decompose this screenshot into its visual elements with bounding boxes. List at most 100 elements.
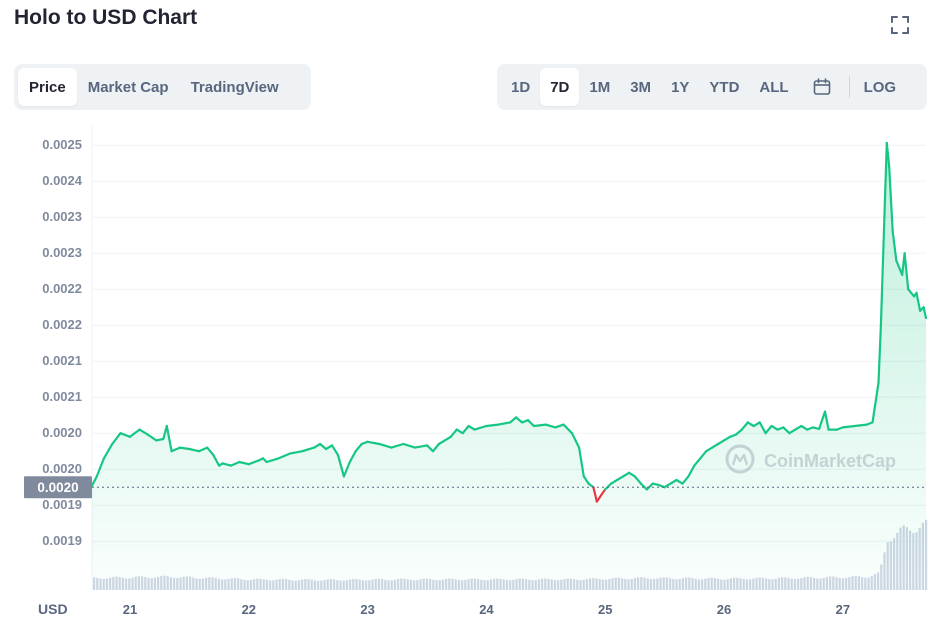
price-line-segment: [903, 252, 910, 291]
expand-icon[interactable]: [889, 14, 911, 36]
price-area-fill: [92, 143, 926, 590]
price-line-segment: [595, 493, 603, 503]
price-line-segment: [485, 423, 500, 428]
y-tick-label: 0.0024: [42, 173, 83, 188]
price-line-segment: [455, 428, 464, 435]
price-line-segment: [645, 482, 654, 491]
price-line-segment: [752, 421, 761, 428]
price-line-segment: [206, 446, 215, 456]
y-tick-label: 0.0023: [42, 209, 82, 224]
price-line-segment: [800, 424, 809, 431]
volume-bar: [925, 519, 928, 590]
page-title: Holo to USD Chart: [14, 6, 198, 29]
tab-price[interactable]: Price: [18, 68, 77, 106]
tab-market-cap[interactable]: Market Cap: [87, 78, 169, 96]
price-line-segment: [532, 423, 547, 428]
price-line-segment: [687, 464, 696, 478]
price-line-segment: [467, 424, 476, 431]
price-line-segment: [247, 459, 260, 466]
price-line-segment: [639, 482, 648, 491]
price-line-segment: [922, 306, 928, 320]
price-chart[interactable]: 0.0025 0.0024 0.0023 0.0023 0.0022 0.0022 0.00…: [0, 118, 935, 621]
price-line-segment: [716, 439, 726, 446]
price-line-segment: [366, 440, 381, 446]
x-tick-label: 26: [717, 602, 731, 617]
price-line-segment: [663, 482, 672, 489]
price-line-segment: [425, 444, 435, 453]
x-tick-label: 23: [360, 602, 374, 617]
price-line-segment: [764, 424, 773, 435]
price-line-segment: [627, 471, 637, 478]
price-line-segment: [146, 433, 158, 442]
price-line-segment: [188, 447, 200, 453]
price-line-segment: [711, 442, 720, 449]
price-line-segment: [348, 450, 357, 464]
price-line-segment: [313, 442, 322, 449]
price-line-segment: [705, 446, 714, 453]
price-line-segment: [165, 424, 173, 453]
price-line-segment: [342, 460, 351, 478]
y-tick-label: 0.0021: [42, 353, 82, 368]
x-tick-label: 25: [598, 602, 612, 617]
price-line-segment: [699, 450, 708, 460]
price-line-segment: [582, 475, 590, 485]
price-line-segment: [891, 230, 898, 262]
price-line-segment: [265, 457, 280, 464]
y-tick-label: 0.0023: [42, 245, 82, 260]
price-line-segment: [414, 444, 429, 449]
price-line-segment: [437, 439, 446, 446]
time-range-selector: 1D 7D 1M 3M 1Y YTD ALL LOG: [497, 64, 927, 110]
range-all-button[interactable]: ALL: [759, 78, 789, 96]
price-line-segment: [170, 446, 181, 453]
price-line-segment: [823, 410, 830, 431]
price-line-segment: [633, 475, 643, 485]
price-line-segment: [888, 165, 894, 233]
range-1d-button[interactable]: 1D: [511, 78, 531, 96]
price-line-segment: [449, 428, 458, 438]
price-line-segment: [788, 428, 797, 435]
price-line-segment: [722, 435, 732, 442]
price-line-segment: [693, 457, 702, 467]
price-line-segment: [675, 478, 684, 485]
price-line-segment: [562, 423, 574, 435]
price-line-segment: [102, 442, 114, 460]
x-tick-label: 24: [479, 602, 494, 617]
price-line-segment: [155, 437, 165, 442]
price-line-segment: [895, 259, 904, 276]
price-line-segment: [544, 423, 557, 429]
range-1y-button[interactable]: 1Y: [671, 78, 690, 96]
tab-tradingview[interactable]: TradingView: [190, 78, 279, 96]
price-line-segment: [877, 324, 883, 384]
price-line-segment: [879, 216, 886, 327]
price-line-segment: [746, 421, 755, 428]
range-1m-button[interactable]: 1M: [589, 78, 611, 96]
price-line-segment: [221, 462, 233, 467]
price-line-segment: [592, 486, 599, 503]
price-line-segment: [378, 442, 393, 449]
price-line-segment: [330, 444, 339, 456]
price-line-segment: [734, 428, 744, 436]
price-line-segment: [301, 446, 316, 453]
price-line-segment: [289, 450, 304, 455]
range-7d-button[interactable]: 7D: [540, 68, 580, 106]
price-line-segment: [319, 442, 328, 451]
calendar-icon[interactable]: [799, 68, 845, 106]
range-ytd-button[interactable]: YTD: [709, 78, 740, 96]
baseline-badge: [24, 476, 92, 499]
currency-label: USD: [38, 601, 68, 617]
range-3m-button[interactable]: 3M: [630, 78, 652, 96]
x-tick-label: 27: [836, 602, 850, 617]
y-tick-label: 0.0019: [42, 497, 82, 512]
price-line-segment: [915, 291, 922, 312]
calendar-icon-glyph: [813, 78, 830, 95]
price-line-segment: [782, 426, 791, 435]
y-tick-label: 0.0020: [42, 425, 82, 440]
price-line-segment: [138, 428, 149, 436]
price-line-segment: [681, 475, 690, 485]
y-tick-label: 0.0020: [42, 461, 82, 476]
price-line-segment: [238, 460, 250, 466]
log-scale-toggle[interactable]: LOG: [863, 78, 897, 96]
price-line-segment: [610, 478, 619, 485]
price-line-segment: [212, 453, 221, 467]
watermark-mark: [731, 453, 749, 466]
